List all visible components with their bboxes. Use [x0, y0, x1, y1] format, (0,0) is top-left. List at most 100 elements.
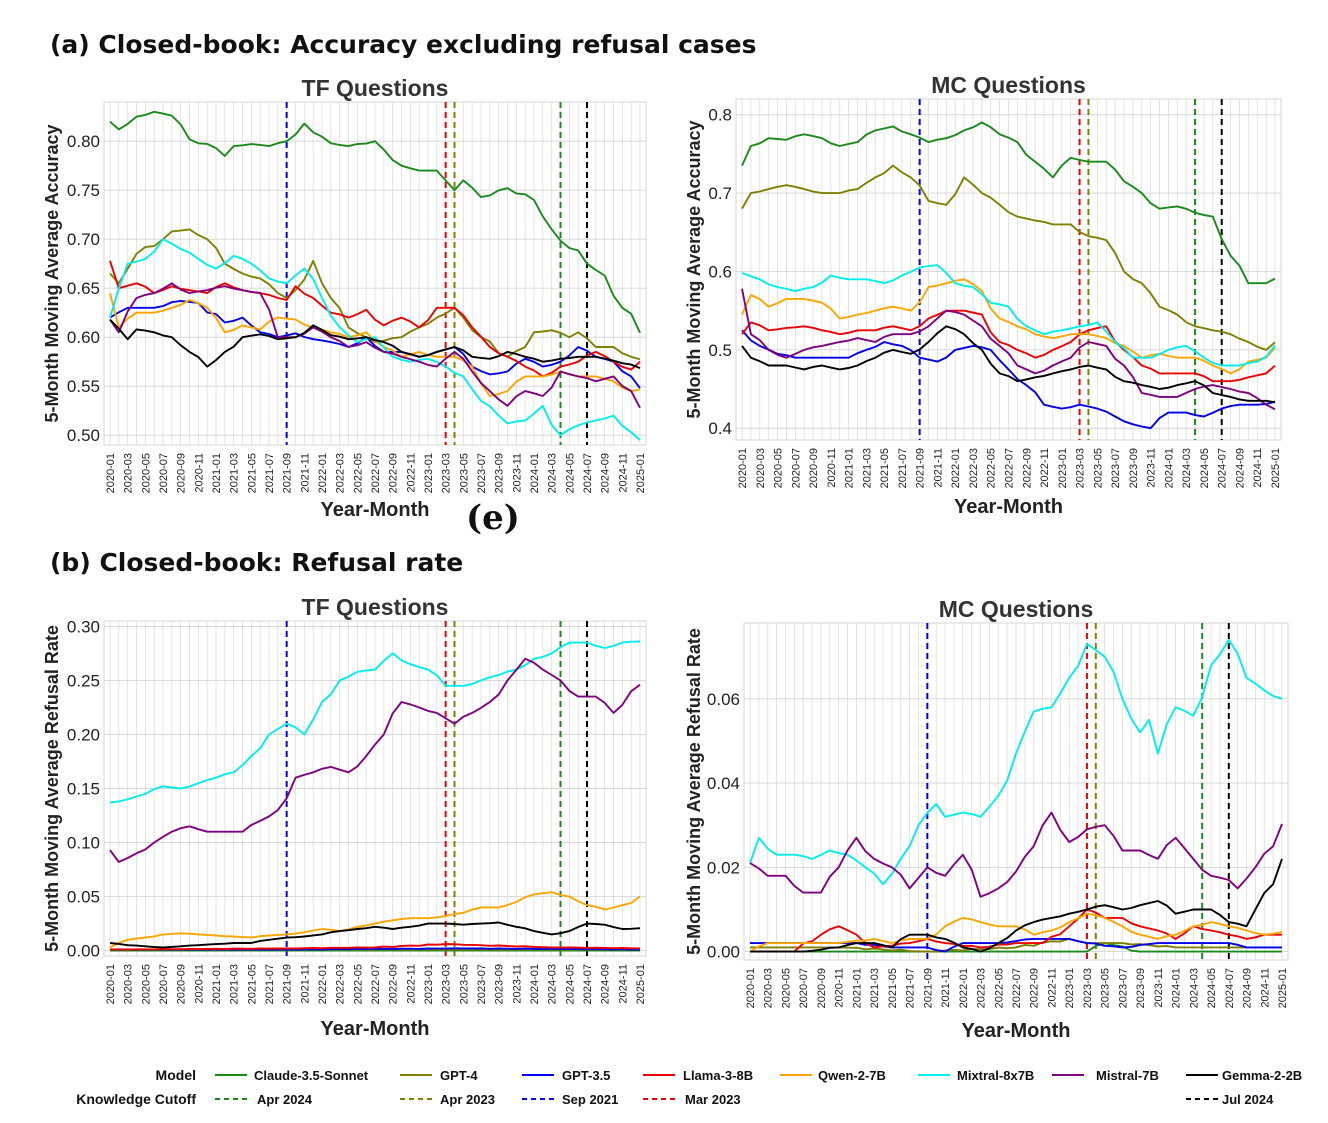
x-tick-label: 2022-05 — [352, 964, 364, 1004]
x-tick-label: 2023-07 — [1110, 448, 1122, 488]
legend-entry: Mistral-7B — [1096, 1068, 1159, 1083]
series-group — [749, 638, 1283, 953]
y-tick-label: 0.4 — [708, 419, 732, 438]
x-tick-label: 2022-11 — [405, 964, 417, 1004]
x-tick-labels: 2020-01 2020-03 2020-05 2020-07 2020-09 2020-… — [105, 453, 647, 493]
y-tick-label: 0.15 — [67, 780, 100, 799]
x-tick-label: 2023-05 — [1092, 448, 1104, 488]
x-tick-label: 2021-05 — [879, 448, 891, 488]
legend-models: Claude-3.5-Sonnet GPT-4 GPT-3.5 Llama-3-8B Q… — [215, 1068, 1302, 1083]
x-tick-label: 2025-01 — [635, 964, 647, 1004]
legend-entry: Llama-3-8B — [683, 1068, 753, 1083]
legend: Model Knowledge Cutoff Claude-3.5-Sonnet… — [76, 1067, 1302, 1107]
x-tick-label: 2022-01 — [950, 448, 962, 488]
legend-entry: Gemma-2-2B — [1222, 1068, 1302, 1083]
x-tick-label: 2021-07 — [264, 453, 276, 493]
x-tick-label: 2024-01 — [529, 964, 541, 1004]
x-tick-label: 2021-09 — [915, 448, 927, 488]
x-tick-label: 2020-05 — [773, 448, 785, 488]
x-tick-label: 2022-07 — [370, 964, 382, 1004]
cutoff-lines — [285, 102, 588, 445]
x-tick-label: 2024-01 — [1171, 968, 1183, 1008]
x-tick-label: 2023-09 — [1128, 448, 1140, 488]
series-line-mixtral-8x7b — [749, 638, 1283, 886]
y-tick-label: 0.55 — [67, 377, 100, 396]
x-tick-label: 2022-05 — [986, 448, 998, 488]
x-tick-label: 2022-03 — [968, 448, 980, 488]
x-tick-label: 2020-11 — [193, 964, 205, 1004]
x-tick-label: 2020-05 — [140, 964, 152, 1004]
section-b-title: (b) Closed-book: Refusal rate — [50, 548, 464, 577]
y-tick-label: 0.10 — [67, 834, 100, 853]
x-tick-label: 2022-11 — [1039, 448, 1051, 488]
x-tick-label: 2023-01 — [423, 453, 435, 493]
x-axis-label: Year-Month — [962, 1020, 1071, 1042]
series-line-mistral-7b — [741, 288, 1276, 411]
y-tick-label: 0.8 — [708, 106, 732, 125]
legend-entry: GPT-4 — [440, 1068, 478, 1083]
x-tick-label: 2020-03 — [755, 448, 767, 488]
x-tick-label: 2020-01 — [737, 448, 749, 488]
x-tick-label: 2023-01 — [1057, 448, 1069, 488]
x-tick-label: 2020-03 — [123, 964, 135, 1004]
x-tick-label: 2025-01 — [635, 453, 647, 493]
x-tick-label: 2021-07 — [905, 968, 917, 1008]
x-tick-label: 2024-01 — [529, 453, 541, 493]
x-tick-label: 2021-01 — [211, 964, 223, 1004]
x-tick-label: 2024-07 — [1217, 448, 1229, 488]
x-tick-label: 2022-11 — [1046, 968, 1058, 1008]
x-tick-label: 2023-05 — [1100, 968, 1112, 1008]
x-tick-label: 2022-01 — [958, 968, 970, 1008]
y-tick-label: 0.20 — [67, 725, 100, 744]
series-group — [741, 121, 1276, 430]
x-tick-label: 2020-09 — [176, 453, 188, 493]
x-tick-label: 2021-07 — [897, 448, 909, 488]
x-tick-label: 2023-07 — [476, 453, 488, 493]
cutoff-lines — [926, 623, 1230, 960]
x-tick-labels: 2020-01 2020-03 2020-05 2020-07 2020-09 2020-… — [105, 964, 647, 1004]
x-tick-label: 2022-03 — [976, 968, 988, 1008]
x-tick-label: 2024-05 — [564, 964, 576, 1004]
x-tick-label: 2020-11 — [193, 453, 205, 493]
y-tick-label: 0.06 — [707, 690, 740, 709]
series-line-claude-3-5-sonnet — [109, 110, 641, 334]
x-tick-labels: 2020-01 2020-03 2020-05 2020-07 2020-09 2020-… — [745, 968, 1289, 1008]
x-tick-label: 2021-03 — [229, 453, 241, 493]
y-axis-label: 5-Month Moving Average Accuracy — [42, 124, 62, 422]
x-tick-label: 2022-11 — [405, 453, 417, 493]
legend-entry: Sep 2021 — [562, 1092, 618, 1107]
x-tick-label: 2024-01 — [1163, 448, 1175, 488]
panel-tag: (e) — [466, 498, 520, 538]
x-tick-label: 2024-11 — [617, 453, 629, 493]
x-tick-label: 2021-03 — [869, 968, 881, 1008]
x-tick-label: 2020-09 — [808, 448, 820, 488]
x-tick-label: 2021-05 — [887, 968, 899, 1008]
x-tick-label: 2021-11 — [299, 964, 311, 1004]
chart-title: TF Questions — [302, 594, 449, 620]
x-tick-label: 2020-03 — [123, 453, 135, 493]
series-line-llama-3-8b — [741, 309, 1276, 383]
y-tick-label: 0.7 — [708, 184, 732, 203]
x-tick-label: 2022-09 — [1021, 448, 1033, 488]
series-line-mixtral-8x7b — [109, 238, 641, 441]
y-axis-label: 5-Month Moving Average Refusal Rate — [684, 628, 704, 955]
x-tick-label: 2023-01 — [1064, 968, 1076, 1008]
x-axis-label: Year-Month — [321, 1018, 430, 1040]
x-tick-label: 2024-07 — [582, 964, 594, 1004]
x-tick-label: 2021-11 — [299, 453, 311, 493]
series-line-gemma-2-2b — [109, 921, 641, 949]
x-tick-label: 2020-01 — [745, 968, 757, 1008]
x-tick-label: 2022-07 — [1011, 968, 1023, 1008]
x-tick-label: 2022-07 — [370, 453, 382, 493]
x-tick-label: 2021-03 — [861, 448, 873, 488]
series-line-mistral-7b — [109, 657, 641, 863]
x-tick-label: 2023-07 — [476, 964, 488, 1004]
vertical-grid — [749, 623, 1283, 960]
x-tick-label: 2023-09 — [494, 453, 506, 493]
y-tick-label: 0.75 — [67, 181, 100, 200]
x-tick-label: 2022-09 — [388, 453, 400, 493]
legend-entry: Claude-3.5-Sonnet — [254, 1068, 369, 1083]
x-tick-label: 2021-03 — [229, 964, 241, 1004]
